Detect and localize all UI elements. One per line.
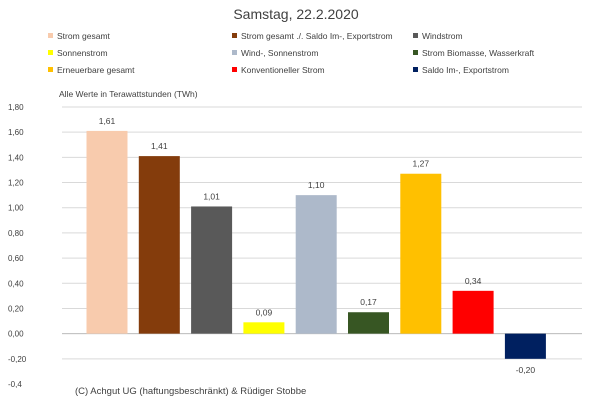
legend-swatch [413,50,418,55]
bar [348,312,389,334]
bar [138,156,180,334]
data-label: 0,34 [465,276,482,286]
legend-item: Sonnenstrom [57,48,108,58]
bar [191,206,233,334]
legend-item: Wind-, Sonnenstrom [241,48,318,58]
legend-swatch [413,67,418,72]
legend-swatch [232,33,237,38]
data-label: 1,61 [99,116,116,126]
y-tick-label: 0,60 [8,254,24,263]
y-tick-label: 1,60 [8,128,24,137]
y-tick-label: 1,00 [8,204,24,213]
y-tick-label: 0,00 [8,330,24,339]
legend-swatch [48,33,53,38]
y-tick-label: 1,20 [8,179,24,188]
legend-item: Strom gesamt [57,31,111,41]
legend-item: Saldo Im-, Exportstrom [422,65,509,75]
bar [400,173,442,334]
y-tick-label: 1,80 [8,103,24,112]
data-label: 1,10 [308,180,325,190]
legend-swatch [232,67,237,72]
data-label: 0,09 [256,307,273,317]
data-label: 1,41 [151,141,168,151]
bar [452,290,494,334]
data-label: 1,01 [203,191,220,201]
y-tick-label: 0,80 [8,229,24,238]
y-tick-label: -0,4 [8,380,22,389]
copyright-footer: (C) Achgut UG (haftungsbeschränkt) & Rüd… [75,386,306,397]
legend-swatch [48,50,53,55]
y-tick-label: 0,40 [8,279,24,288]
data-label: 1,27 [413,159,430,169]
chart-title: Samstag, 22.2.2020 [233,6,359,22]
y-tick-label: 1,40 [8,153,24,162]
bars: 1,61 1,41 1,01 0,09 1,10 0,17 1,27 0,34 -0,20 [86,116,546,375]
bar [86,130,128,334]
bar [504,333,546,359]
data-label: -0,20 [516,365,536,375]
legend-swatch [232,50,237,55]
y-tick-label: -0,20 [8,355,27,364]
legend-item: Konventioneller Strom [241,65,325,75]
legend-item: Strom Biomasse, Wasserkraft [422,48,535,58]
legend-item: Erneuerbare gesamt [57,65,135,75]
legend-item: Windstrom [422,31,463,41]
legend-swatch [413,33,418,38]
units-note: Alle Werte in Terawattstunden (TWh) [59,89,198,99]
y-axis: 1,80 1,60 1,40 1,20 1,00 0,80 0,60 0,40 0,20 0,00… [8,103,27,389]
bar [243,322,285,334]
legend-swatch [48,67,53,72]
y-tick-label: 0,20 [8,304,24,313]
bar [295,195,337,334]
data-label: 0,17 [360,297,377,307]
legend-item: Strom gesamt ./. Saldo Im-, Exportstrom [241,31,393,41]
legend: Strom gesamt Strom gesamt ./. Saldo Im-, … [48,31,535,75]
